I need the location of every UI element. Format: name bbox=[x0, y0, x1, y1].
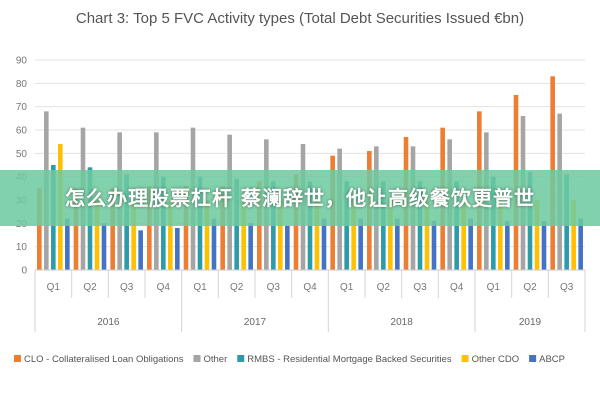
bar bbox=[138, 230, 143, 270]
bar bbox=[534, 200, 540, 270]
legend-label: ABCP bbox=[539, 354, 565, 365]
year-label: 2016 bbox=[97, 317, 120, 328]
year-label: 2017 bbox=[244, 317, 267, 328]
bar bbox=[101, 223, 107, 270]
bar bbox=[424, 200, 430, 270]
y-tick-label: 90 bbox=[16, 56, 28, 67]
bar bbox=[505, 221, 510, 270]
legend-label: Other CDO bbox=[472, 354, 520, 365]
legend-swatch bbox=[193, 355, 201, 362]
bar bbox=[278, 200, 283, 270]
bar bbox=[541, 221, 547, 270]
bar bbox=[73, 188, 79, 270]
bar bbox=[220, 186, 225, 270]
bar bbox=[241, 200, 246, 270]
bar bbox=[248, 223, 253, 270]
bar bbox=[285, 225, 290, 270]
x-tick-label: Q3 bbox=[560, 282, 574, 293]
x-tick-label: Q2 bbox=[523, 282, 537, 293]
legend-swatch bbox=[14, 355, 21, 362]
bar bbox=[358, 218, 363, 270]
bar bbox=[431, 221, 437, 270]
legend-label: CLO - Collateralised Loan Obligations bbox=[24, 354, 184, 365]
legend-swatch bbox=[237, 355, 245, 362]
bar bbox=[468, 218, 473, 270]
x-tick-label: Q3 bbox=[120, 282, 134, 293]
y-tick-label: 0 bbox=[21, 266, 27, 277]
x-tick-label: Q4 bbox=[450, 282, 464, 293]
bar bbox=[321, 218, 327, 270]
y-tick-label: 70 bbox=[16, 102, 28, 113]
bar bbox=[110, 188, 115, 270]
bar bbox=[461, 200, 466, 270]
y-tick-label: 80 bbox=[16, 79, 28, 90]
bar bbox=[395, 218, 400, 270]
banner-text: 怎么办理股票杠杆 蔡澜辞世，他让高级餐饮更普世 bbox=[65, 186, 535, 210]
bar bbox=[147, 186, 152, 270]
x-tick-label: Q2 bbox=[377, 282, 391, 293]
bar bbox=[211, 218, 217, 270]
chart-title: Chart 3: Top 5 FVC Activity types (Total… bbox=[75, 10, 525, 27]
x-tick-label: Q1 bbox=[487, 282, 501, 293]
x-tick-label: Q1 bbox=[47, 282, 61, 293]
y-axis-ticks: 0102030405060708090 bbox=[16, 56, 28, 277]
bar bbox=[183, 186, 189, 270]
x-tick-label: Q3 bbox=[413, 282, 427, 293]
x-axis: Q1 Q2 Q3 Q4 Q1 Q2 Q3 Q4 Q1 Q2 Q3 Q4 Q1 Q2 Q3 2016 2017 20… bbox=[34, 269, 586, 332]
bar bbox=[175, 228, 180, 270]
bar bbox=[131, 200, 136, 270]
bar bbox=[204, 200, 210, 270]
x-tick-label: Q4 bbox=[157, 282, 171, 293]
x-tick-label: Q1 bbox=[193, 282, 207, 293]
y-tick-label: 10 bbox=[16, 242, 28, 253]
bar bbox=[388, 200, 393, 270]
x-tick-label: Q3 bbox=[267, 282, 281, 293]
overlay-banner: 怎么办理股票杠杆 蔡澜辞世，他让高级餐饮更普世 bbox=[0, 170, 600, 226]
bar bbox=[65, 218, 70, 270]
y-tick-label: 60 bbox=[16, 126, 28, 137]
x-tick-label: Q1 bbox=[340, 282, 354, 293]
bar bbox=[498, 200, 503, 270]
year-label: 2019 bbox=[519, 317, 542, 328]
legend-label: RMBS - Residential Mortgage Backed Secur… bbox=[247, 354, 452, 365]
x-tick-label: Q2 bbox=[230, 282, 244, 293]
bar bbox=[94, 200, 100, 270]
bar bbox=[37, 188, 42, 270]
legend-swatch bbox=[461, 355, 469, 362]
x-tick-label: Q4 bbox=[303, 282, 317, 293]
bar bbox=[578, 218, 583, 270]
legend: CLO - Collateralised Loan Obligations Oth… bbox=[14, 354, 565, 365]
bar bbox=[571, 200, 576, 270]
bar bbox=[168, 200, 173, 270]
x-tick-label: Q2 bbox=[83, 282, 97, 293]
legend-swatch bbox=[529, 355, 537, 362]
bar bbox=[351, 200, 356, 270]
year-label: 2018 bbox=[391, 317, 414, 328]
bar bbox=[314, 200, 320, 270]
y-tick-label: 50 bbox=[16, 149, 28, 160]
legend-label: Other bbox=[203, 354, 227, 365]
